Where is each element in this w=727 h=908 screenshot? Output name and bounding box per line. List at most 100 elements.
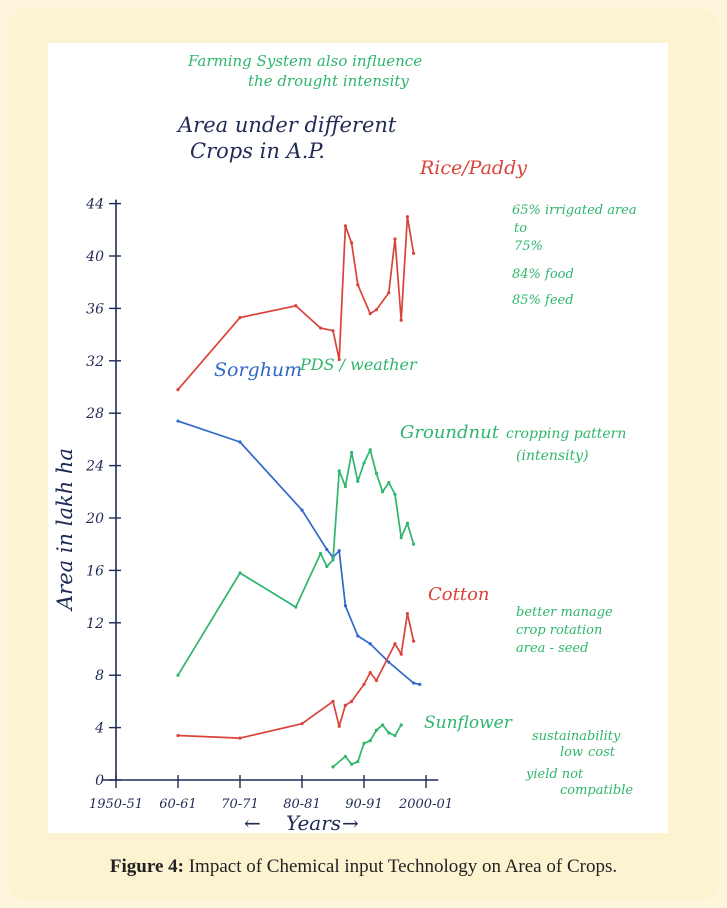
- label-sorghum: Sorghum: [214, 359, 302, 381]
- data-point-groundnut: [412, 542, 416, 546]
- label-rice: Rice/Paddy: [419, 157, 527, 179]
- label-cotton: Cotton: [428, 584, 490, 605]
- data-point-sorghum: [418, 682, 422, 686]
- note-sust-4: yield not: [525, 767, 584, 782]
- data-point-rice-paddy: [319, 326, 323, 330]
- data-point-groundnut: [374, 471, 378, 476]
- data-point-groundnut: [238, 571, 242, 575]
- data-point-rice-paddy: [374, 308, 378, 312]
- note-cropping-1: cropping pattern: [506, 426, 626, 442]
- data-point-rice-paddy: [331, 329, 335, 333]
- x-axis-arrow-right: →: [342, 811, 359, 835]
- data-point-cotton: [399, 652, 403, 656]
- x-tick-label: 70-71: [221, 797, 258, 812]
- note-cropping-2: (intensity): [516, 448, 589, 464]
- data-point-cotton: [393, 642, 397, 646]
- data-point-sunflower: [374, 728, 378, 732]
- data-point-cotton: [300, 722, 304, 726]
- y-tick-label: 44: [85, 197, 104, 213]
- note-irrigated-1: 65% irrigated area: [512, 203, 637, 218]
- y-tick-label: 36: [86, 301, 104, 317]
- note-sust-5: compatible: [560, 783, 633, 798]
- data-point-cotton: [238, 736, 242, 740]
- data-point-groundnut: [343, 484, 347, 489]
- data-point-sorghum: [337, 549, 341, 553]
- data-point-sunflower: [362, 741, 366, 745]
- data-point-sunflower: [393, 733, 397, 738]
- y-tick-label: 40: [85, 249, 104, 265]
- y-axis-label: Area in lakh ha: [53, 448, 77, 612]
- note-sust-2: low: [560, 745, 583, 760]
- data-point-groundnut: [405, 521, 409, 525]
- data-point-groundnut: [319, 551, 323, 555]
- data-point-groundnut: [387, 481, 391, 485]
- data-point-sunflower: [356, 760, 360, 764]
- data-point-rice-paddy: [387, 291, 391, 295]
- x-tick-label: 90-91: [345, 797, 382, 812]
- x-tick-label: 1950-51: [89, 797, 143, 812]
- data-point-rice-paddy: [337, 357, 341, 362]
- data-point-groundnut: [356, 479, 360, 483]
- data-point-sunflower: [368, 739, 372, 743]
- data-point-groundnut: [362, 461, 366, 465]
- chart-title-line2: Crops in A.P.: [190, 139, 325, 163]
- data-point-cotton: [368, 670, 372, 675]
- data-point-groundnut: [393, 492, 397, 497]
- y-tick-label: 0: [95, 773, 104, 789]
- x-axis-label: Years: [286, 811, 341, 835]
- data-point-rice-paddy: [350, 241, 354, 245]
- note-sust-1: sustainability: [532, 729, 621, 744]
- data-point-sunflower: [399, 723, 403, 727]
- data-point-sunflower: [343, 754, 347, 759]
- figure-caption: Figure 4: Impact of Chemical input Techn…: [0, 856, 727, 878]
- data-point-groundnut: [399, 536, 403, 540]
- data-point-groundnut: [176, 673, 180, 677]
- data-point-sorghum: [343, 604, 347, 608]
- x-axis-arrow-left: ←: [244, 811, 261, 835]
- data-point-groundnut: [331, 558, 335, 562]
- data-point-sorghum: [176, 419, 180, 423]
- caption-label: Figure 4:: [109, 856, 184, 877]
- data-point-rice-paddy: [399, 318, 403, 322]
- y-tick-label: 16: [86, 563, 104, 579]
- data-point-sunflower: [387, 731, 391, 735]
- label-groundnut: Groundnut: [400, 422, 500, 443]
- data-point-rice-paddy: [343, 224, 347, 228]
- data-point-sorghum: [300, 508, 304, 512]
- figure-panel: [48, 43, 668, 833]
- y-tick-label: 4: [94, 721, 104, 737]
- data-point-cotton: [362, 682, 366, 686]
- data-point-sunflower: [331, 765, 335, 769]
- data-point-cotton: [343, 703, 347, 707]
- data-point-groundnut: [350, 450, 354, 455]
- y-tick-label: 24: [85, 459, 104, 475]
- y-tick-label: 28: [85, 406, 104, 422]
- x-tick-label: 80-81: [283, 797, 320, 812]
- data-point-groundnut: [294, 605, 298, 609]
- data-point-sorghum: [387, 660, 391, 664]
- caption-text: Impact of Chemical input Technology on A…: [188, 856, 618, 877]
- data-point-sunflower: [381, 723, 385, 727]
- data-point-rice-paddy: [176, 388, 180, 392]
- note-top-line2: the drought intensity: [248, 72, 409, 90]
- axes: 0 4 8 12 16 20 24 28 32 36 40 44 1950-51 60-61 70-71 80…: [85, 197, 453, 812]
- y-tick-label: 12: [86, 616, 104, 632]
- note-irrigated-2: to: [514, 221, 527, 236]
- data-point-rice-paddy: [238, 315, 242, 320]
- x-tick-label: 60-61: [159, 797, 196, 812]
- data-point-sunflower: [350, 762, 354, 766]
- data-point-sorghum: [325, 547, 329, 552]
- data-point-groundnut: [381, 490, 385, 494]
- y-tick-label: 20: [85, 511, 104, 527]
- data-point-sorghum: [238, 440, 242, 444]
- data-point-cotton: [405, 612, 409, 616]
- data-point-cotton: [350, 699, 354, 704]
- note-water-3: area - seed: [516, 641, 588, 656]
- series-line-sorghum: [177, 420, 421, 686]
- data-point-cotton: [331, 699, 335, 704]
- data-point-cotton: [412, 639, 416, 643]
- series-line-rice-paddy: [177, 215, 415, 391]
- data-point-cotton: [337, 724, 341, 728]
- note-sust-3: cost: [588, 745, 616, 760]
- series-line-cotton: [177, 612, 415, 739]
